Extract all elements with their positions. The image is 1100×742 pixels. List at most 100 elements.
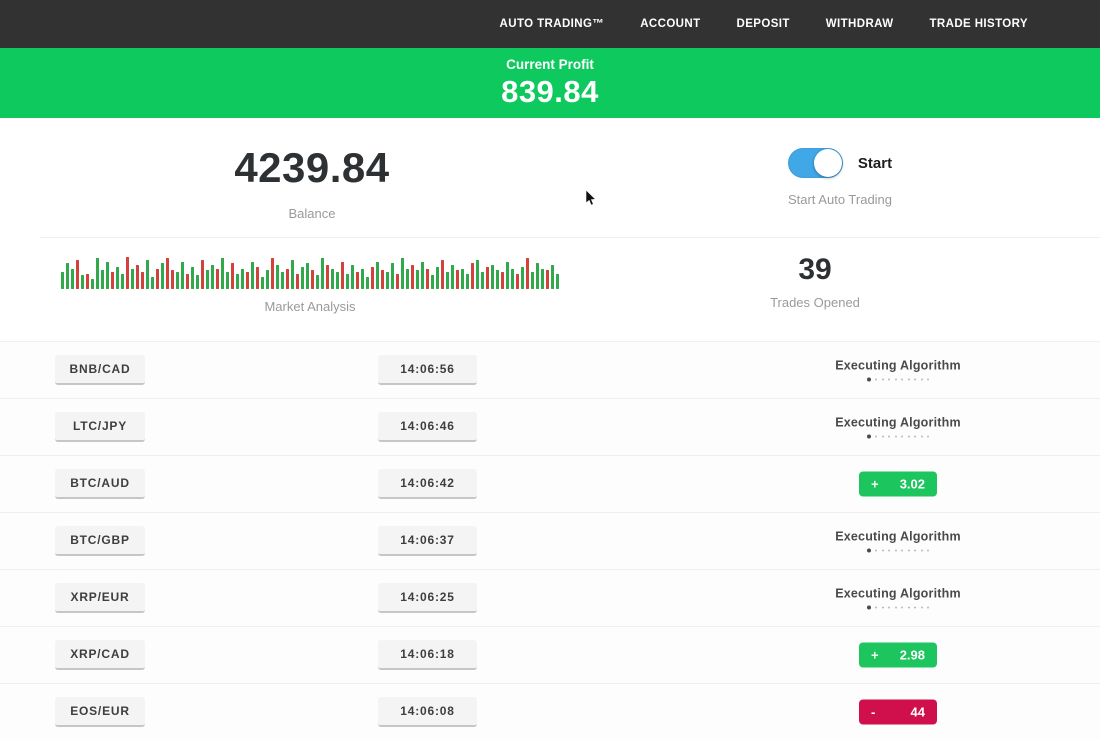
result-sign: + [871, 647, 879, 663]
market-bar [261, 277, 264, 289]
trade-row[interactable]: XRP/EUR 14:06:25 Executing Algorithm [0, 569, 1100, 626]
progress-dot [866, 434, 871, 439]
market-analysis-chart [40, 253, 580, 289]
market-bar [316, 275, 319, 289]
progress-dot [875, 549, 878, 552]
progress-dot [907, 549, 910, 552]
progress-dot [901, 549, 904, 552]
trade-status-cell: +3.02 [792, 471, 1004, 497]
progress-dot [881, 549, 884, 552]
time-badge[interactable]: 14:06:25 [378, 583, 477, 613]
market-bar [136, 265, 139, 289]
current-profit-banner: Current Profit 839.84 [0, 48, 1100, 118]
progress-dot [875, 378, 878, 381]
auto-trading-toggle[interactable] [787, 148, 843, 178]
market-bar [351, 265, 354, 289]
pair-badge[interactable]: XRP/CAD [55, 640, 145, 670]
market-bar [216, 269, 219, 289]
market-bar [466, 274, 469, 289]
result-sign: + [871, 476, 879, 492]
time-badge[interactable]: 14:06:56 [378, 355, 477, 385]
market-bar [106, 262, 109, 289]
market-bar [201, 260, 204, 289]
trade-row[interactable]: BNB/CAD 14:06:56 Executing Algorithm [0, 341, 1100, 398]
nav-item-auto-trading[interactable]: AUTO TRADING™ [499, 18, 605, 30]
market-bar [251, 262, 254, 289]
market-bar [436, 267, 439, 289]
market-bar [471, 263, 474, 289]
time-badge[interactable]: 14:06:46 [378, 412, 477, 442]
main-content: 4239.84 Balance Start Start Auto Trading… [0, 118, 1100, 742]
market-bar [281, 272, 284, 289]
trade-status-cell: Executing Algorithm [792, 587, 1004, 610]
nav-item-withdraw[interactable]: WITHDRAW [825, 18, 894, 30]
market-bar [311, 270, 314, 289]
market-bar [171, 270, 174, 289]
market-bar [526, 258, 529, 289]
pair-badge[interactable]: BNB/CAD [55, 355, 145, 385]
trade-status-cell: +2.98 [792, 642, 1004, 668]
progress-dot [907, 378, 910, 381]
market-bar [426, 269, 429, 289]
market-bar [366, 277, 369, 289]
progress-dot [920, 435, 923, 438]
progress-dot [881, 606, 884, 609]
trade-row[interactable]: XRP/CAD 14:06:18 +2.98 [0, 626, 1100, 683]
section-divider [40, 237, 1100, 238]
trade-row[interactable]: LTC/JPY 14:06:46 Executing Algorithm [0, 398, 1100, 455]
market-bar [506, 262, 509, 289]
market-bar [71, 269, 74, 289]
market-bar [226, 272, 229, 289]
progress-dot [901, 435, 904, 438]
time-badge[interactable]: 14:06:08 [378, 697, 477, 727]
market-bar [341, 262, 344, 289]
result-value: 2.98 [899, 647, 925, 663]
market-bar [386, 272, 389, 289]
market-bar [96, 258, 99, 289]
current-profit-label: Current Profit [506, 56, 594, 72]
progress-dot [914, 606, 917, 609]
trade-row[interactable]: BTC/AUD 14:06:42 +3.02 [0, 455, 1100, 512]
pair-badge[interactable]: BTC/AUD [55, 469, 145, 499]
market-bar [411, 265, 414, 289]
toggle-label: Start [857, 154, 893, 172]
market-bar [461, 269, 464, 289]
executing-progress-dots [792, 548, 1004, 553]
balance-block: 4239.84 Balance [162, 144, 462, 221]
market-bar [531, 272, 534, 289]
progress-dot [888, 378, 891, 381]
profit-badge: +3.02 [859, 471, 937, 497]
nav-item-account[interactable]: ACCOUNT [640, 18, 701, 30]
market-bar [161, 263, 164, 289]
market-bar [151, 277, 154, 289]
market-bar [501, 272, 504, 289]
market-bar [191, 267, 194, 289]
pair-badge[interactable]: BTC/GBP [55, 526, 145, 556]
market-bar [331, 269, 334, 289]
market-bar [356, 272, 359, 289]
nav-item-trade-history[interactable]: TRADE HISTORY [929, 18, 1028, 30]
pair-badge[interactable]: EOS/EUR [55, 697, 145, 727]
progress-dot [901, 378, 904, 381]
time-badge[interactable]: 14:06:18 [378, 640, 477, 670]
time-badge[interactable]: 14:06:37 [378, 526, 477, 556]
result-value: 44 [910, 704, 925, 720]
market-bar [486, 267, 489, 289]
executing-algorithm-label: Executing Algorithm [835, 586, 961, 601]
market-bar [441, 260, 444, 289]
time-badge[interactable]: 14:06:42 [378, 469, 477, 499]
executing-progress-dots [792, 377, 1004, 382]
executing-algorithm-label: Executing Algorithm [835, 529, 961, 544]
market-bar [296, 274, 299, 289]
nav-item-deposit[interactable]: DEPOSIT [736, 18, 790, 30]
trade-row[interactable]: EOS/EUR 14:06:08 - 44 [0, 683, 1100, 740]
progress-dot [920, 378, 923, 381]
progress-dot [888, 606, 891, 609]
trade-row[interactable]: BTC/GBP 14:06:37 Executing Algorithm [0, 512, 1100, 569]
progress-dot [914, 378, 917, 381]
pair-badge[interactable]: XRP/EUR [55, 583, 145, 613]
market-bar [546, 270, 549, 289]
pair-badge[interactable]: LTC/JPY [55, 412, 145, 442]
market-bar [456, 270, 459, 289]
progress-dot [927, 435, 930, 438]
